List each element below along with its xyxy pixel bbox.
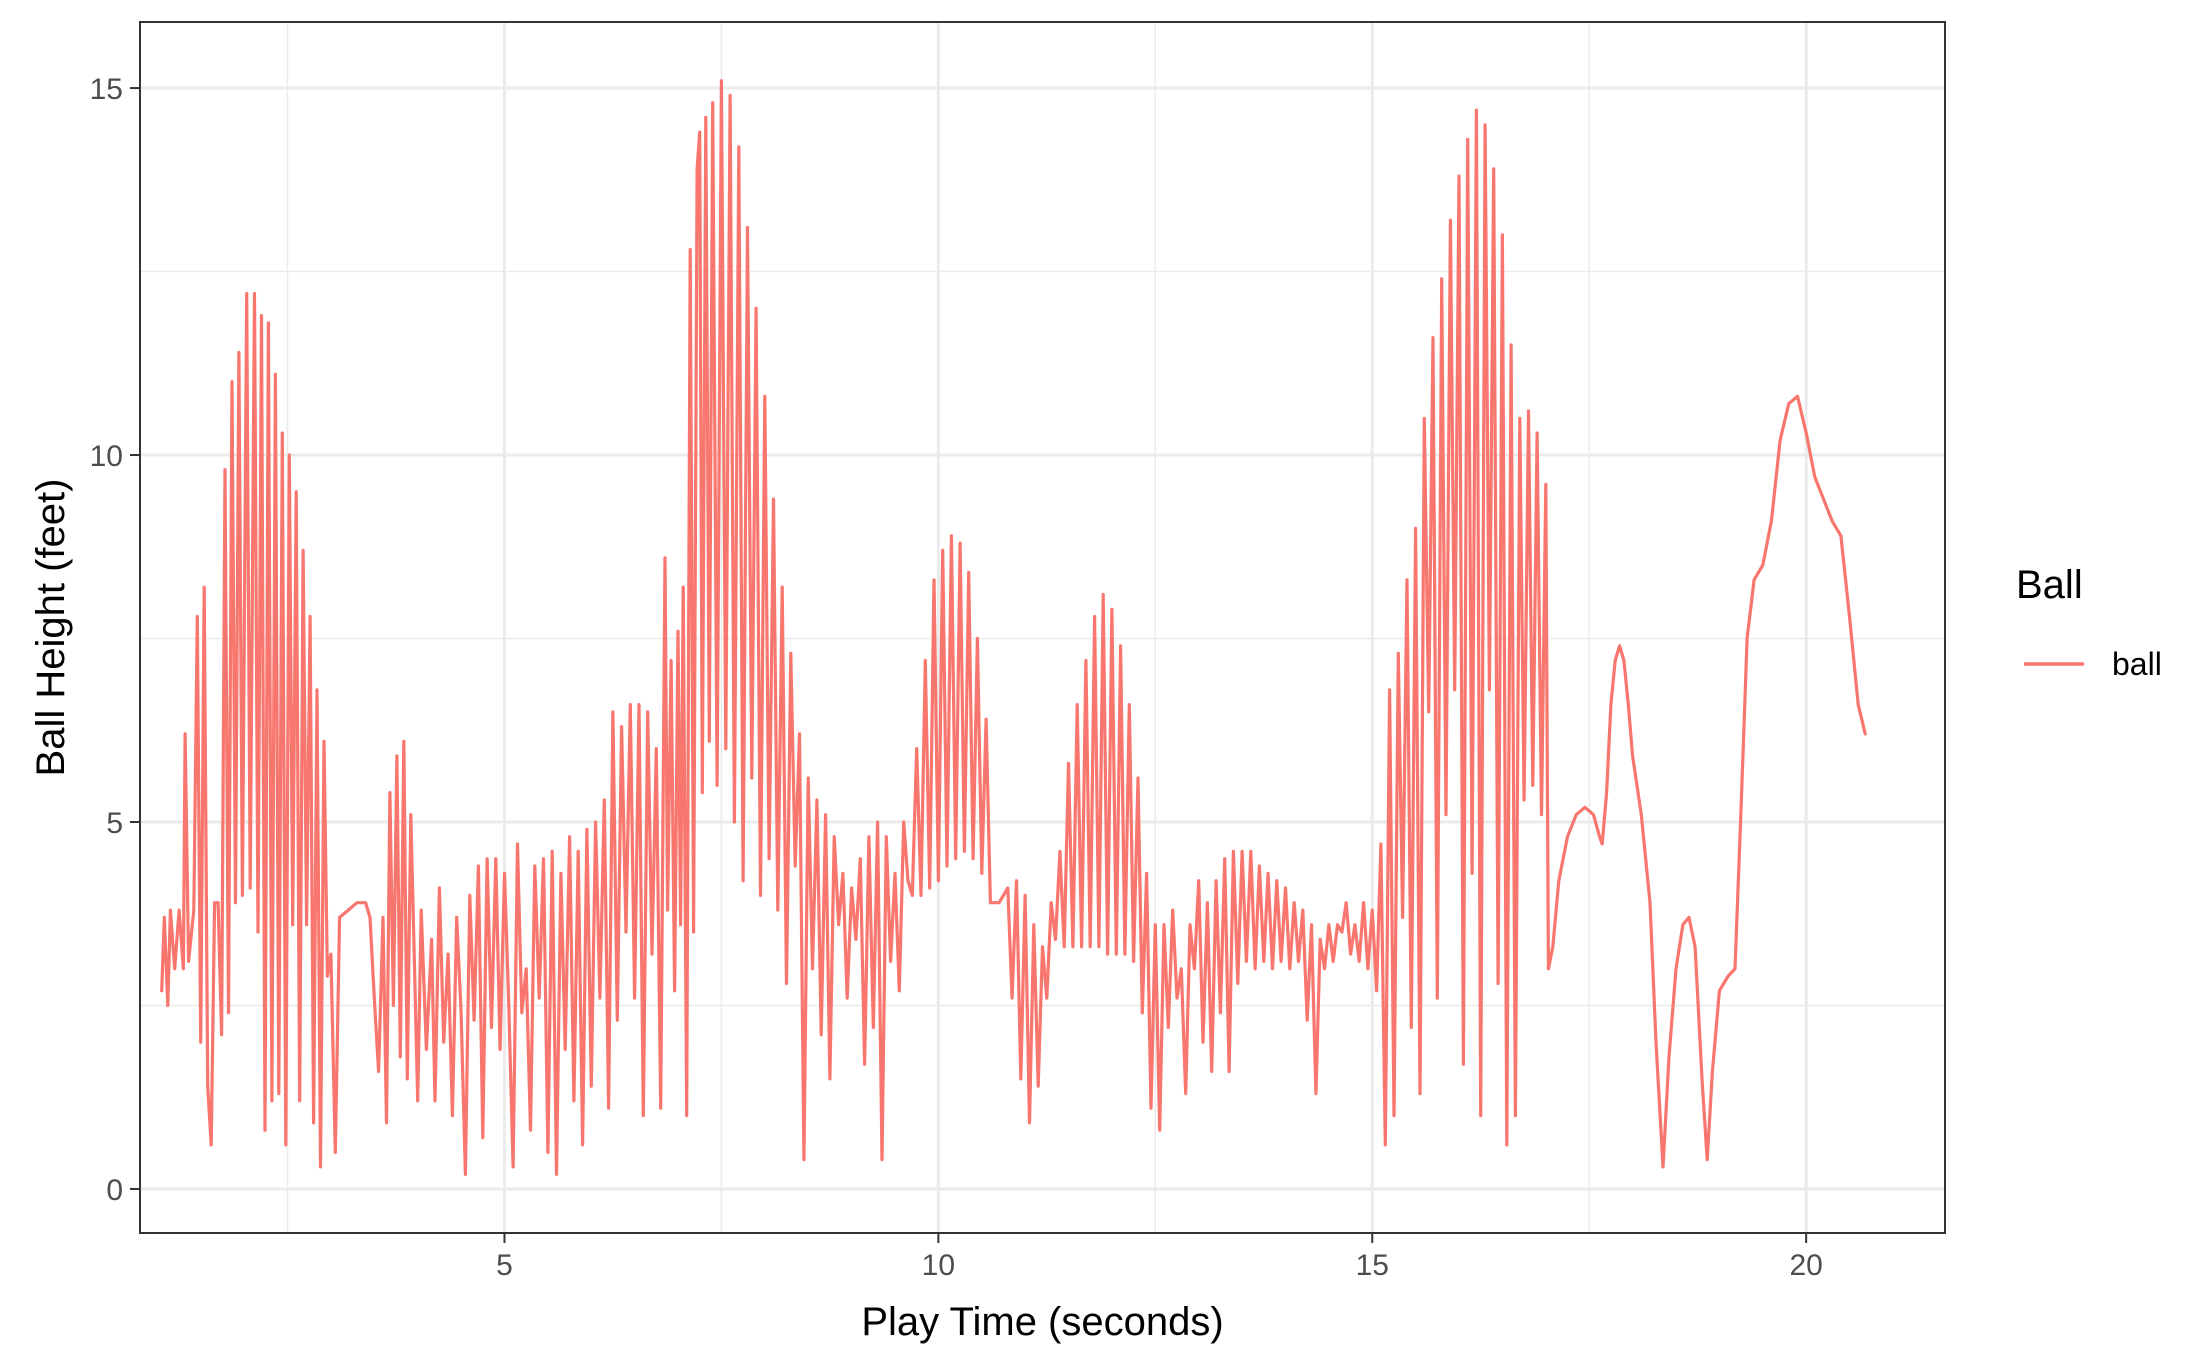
y-tick-label: 5 [106,807,123,840]
axes: 5 10 15 20 0 5 10 15 [90,73,1823,1282]
x-tick-label: 5 [496,1249,513,1282]
x-tick-label: 20 [1789,1249,1822,1282]
legend-title: Ball [2016,563,2083,607]
x-axis-title: Play Time (seconds) [861,1300,1223,1344]
legend: Ball ball [2016,563,2162,682]
series-layer [160,79,1867,1176]
x-tick-label: 10 [922,1249,955,1282]
grid [140,22,1945,1233]
legend-label-ball: ball [2112,646,2162,682]
y-tick-label: 0 [106,1174,123,1207]
x-tick-label: 15 [1356,1249,1389,1282]
series-line-ball [160,79,1867,1176]
y-tick-label: 15 [90,73,123,106]
y-tick-label: 10 [90,440,123,473]
y-axis-title: Ball Height (feet) [29,479,73,777]
plot-panel-border [139,21,1946,1234]
